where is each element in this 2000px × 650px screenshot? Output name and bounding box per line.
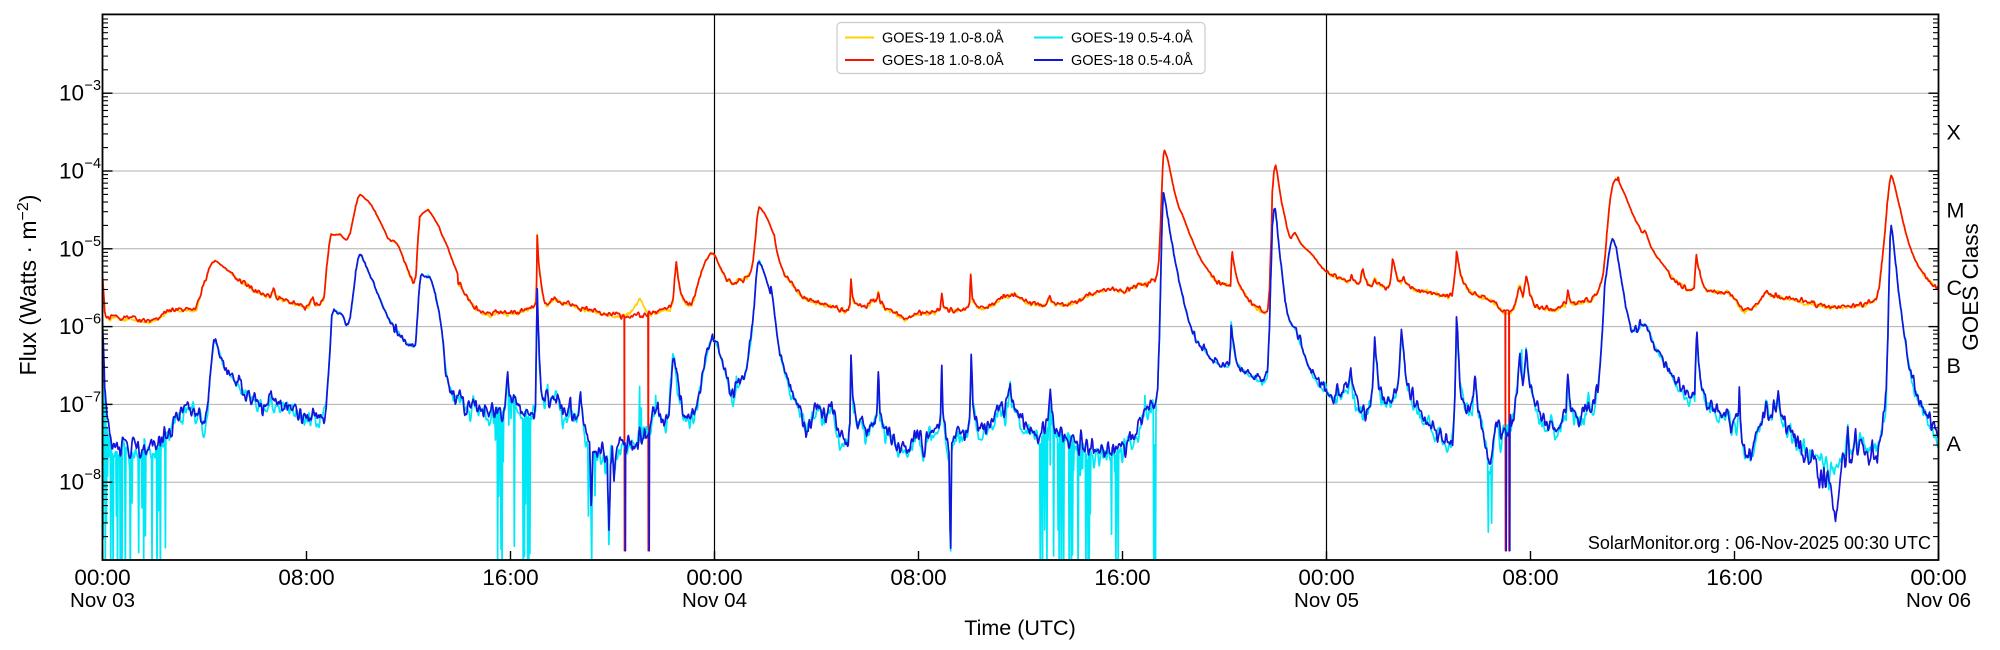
- svg-text:00:00: 00:00: [1298, 565, 1354, 590]
- svg-text:00:00: 00:00: [1910, 565, 1966, 590]
- svg-text:−4: −4: [85, 156, 102, 172]
- svg-text:−8: −8: [85, 467, 102, 483]
- svg-text:10: 10: [59, 236, 84, 261]
- svg-text:08:00: 08:00: [278, 565, 334, 590]
- svg-text:SolarMonitor.org : 06-Nov-2025: SolarMonitor.org : 06-Nov-2025 00:30 UTC: [1588, 533, 1931, 553]
- svg-text:GOES Class: GOES Class: [1958, 223, 1983, 351]
- svg-text:C: C: [1947, 276, 1963, 300]
- svg-text:10: 10: [59, 159, 84, 184]
- svg-text:08:00: 08:00: [1502, 565, 1558, 590]
- svg-text:A: A: [1947, 432, 1962, 456]
- svg-text:−3: −3: [85, 78, 102, 94]
- svg-text:16:00: 16:00: [1706, 565, 1762, 590]
- svg-text:10: 10: [59, 392, 84, 417]
- svg-text:X: X: [1947, 121, 1961, 145]
- svg-text:Time (UTC): Time (UTC): [964, 616, 1075, 640]
- svg-text:−7: −7: [85, 389, 102, 405]
- svg-text:−6: −6: [85, 312, 102, 328]
- svg-text:GOES-19 0.5-4.0Å: GOES-19 0.5-4.0Å: [1071, 30, 1193, 47]
- svg-text:Nov 03: Nov 03: [70, 589, 135, 612]
- svg-text:10: 10: [59, 470, 84, 495]
- svg-text:10: 10: [59, 81, 84, 106]
- svg-text:−5: −5: [85, 234, 102, 250]
- svg-text:16:00: 16:00: [1094, 565, 1150, 590]
- svg-text:10: 10: [59, 314, 84, 339]
- svg-text:Nov 06: Nov 06: [1906, 589, 1971, 612]
- svg-text:GOES-19 1.0-8.0Å: GOES-19 1.0-8.0Å: [882, 30, 1004, 47]
- svg-text:GOES-18 1.0-8.0Å: GOES-18 1.0-8.0Å: [882, 52, 1004, 69]
- svg-text:00:00: 00:00: [74, 565, 130, 590]
- svg-text:Nov 05: Nov 05: [1294, 589, 1359, 612]
- svg-text:16:00: 16:00: [482, 565, 538, 590]
- svg-text:08:00: 08:00: [890, 565, 946, 590]
- svg-text:B: B: [1947, 354, 1961, 378]
- svg-text:Flux (Watts · m−2): Flux (Watts · m−2): [15, 195, 41, 376]
- svg-text:Nov 04: Nov 04: [682, 589, 747, 612]
- svg-text:00:00: 00:00: [686, 565, 742, 590]
- svg-text:M: M: [1947, 198, 1965, 222]
- svg-text:GOES-18 0.5-4.0Å: GOES-18 0.5-4.0Å: [1071, 52, 1193, 69]
